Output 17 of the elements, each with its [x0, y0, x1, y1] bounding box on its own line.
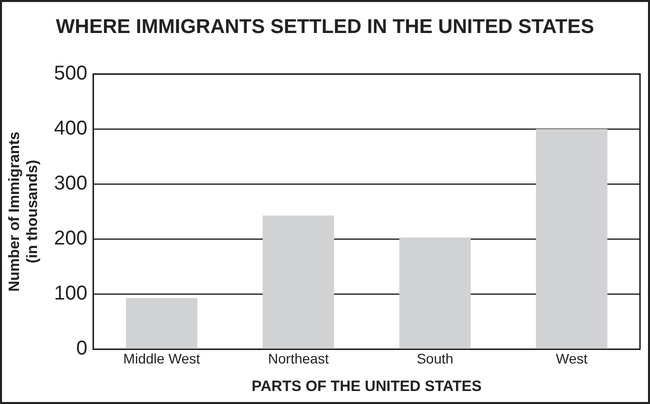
- y-tick-label: 0: [76, 338, 88, 360]
- y-tick-label: 500: [54, 62, 88, 85]
- x-axis-title: PARTS OF THE UNITED STATES: [252, 378, 482, 396]
- y-tick-label: 100: [54, 282, 88, 305]
- x-tick-label: South: [416, 350, 454, 366]
- x-tick-label: Middle West: [123, 350, 200, 366]
- bar: [536, 129, 608, 349]
- y-tick-label: 400: [54, 118, 88, 140]
- bar: [126, 298, 198, 349]
- y-axis-title: Number of Immigrants (in thousands): [6, 132, 42, 292]
- x-tick-label: Northeast: [268, 350, 329, 366]
- y-tick-label: 200: [54, 228, 88, 250]
- bar: [262, 215, 334, 349]
- chart-title: WHERE IMMIGRANTS SETTLED IN THE UNITED STATES: [54, 16, 596, 39]
- y-tick-label: 300: [54, 172, 88, 195]
- bar: [399, 237, 471, 349]
- x-tick-label: West: [556, 350, 588, 366]
